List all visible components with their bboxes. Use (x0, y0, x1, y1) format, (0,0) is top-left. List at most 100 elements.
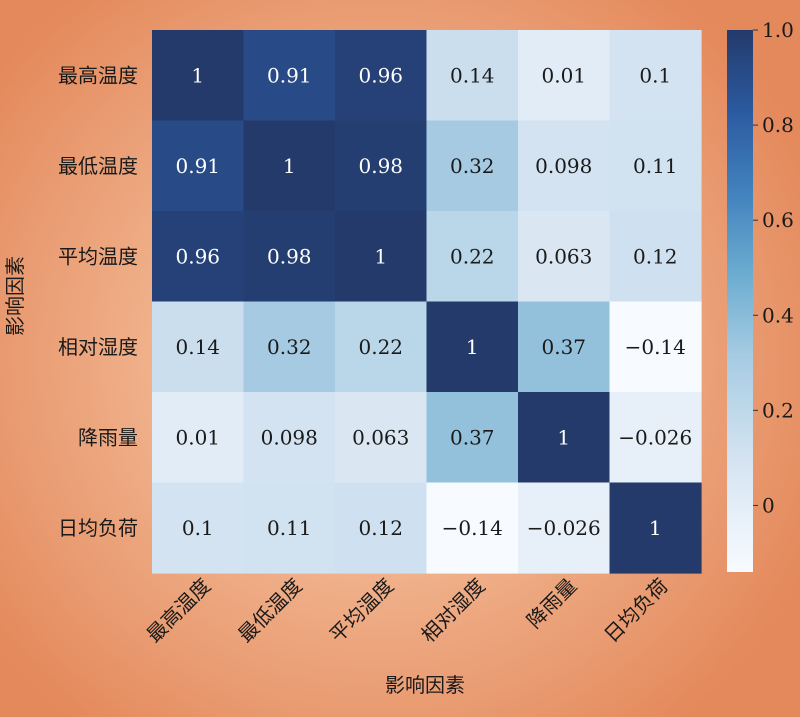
colorbar (727, 30, 753, 572)
cell-value-label: −0.14 (442, 516, 503, 540)
cell-value-label: 0.11 (633, 154, 678, 178)
heatmap-cell (609, 30, 702, 122)
cell-value-label: 0.098 (261, 425, 318, 449)
cell-value-label: 1 (374, 244, 387, 268)
cell-value-label: 0.22 (358, 335, 403, 359)
cell-value-label: 0.063 (535, 244, 592, 268)
x-axis-title: 影响因素 (385, 673, 465, 697)
cell-value-label: 0.32 (267, 335, 312, 359)
heatmap-cell (152, 301, 245, 393)
heatmap-cell (335, 301, 428, 393)
heatmap-cell (152, 211, 245, 303)
x-tick-label: 最高温度 (142, 574, 216, 648)
heatmap-cell (335, 30, 428, 122)
cell-value-label: −0.026 (527, 516, 601, 540)
cell-value-label: 1 (649, 516, 662, 540)
x-tick-label: 平均温度 (325, 574, 399, 648)
cell-value-label: 1 (191, 63, 204, 87)
colorbar-tick-label: 0 (762, 493, 775, 517)
y-tick-label: 日均负荷 (58, 516, 138, 540)
cell-value-label: 0.98 (358, 154, 403, 178)
heatmap-cell (243, 120, 336, 212)
cell-value-label: 0.37 (541, 335, 586, 359)
heatmap-cell (243, 482, 336, 574)
heatmap-cell (609, 482, 702, 574)
x-tick-label: 降雨量 (522, 574, 581, 633)
colorbar-gradient (727, 30, 753, 572)
heatmap-cell (243, 301, 336, 393)
cell-value-label: −0.026 (618, 425, 692, 449)
colorbar-tick-label: 0.4 (762, 303, 794, 327)
cell-value-label: 0.96 (175, 244, 220, 268)
heatmap-cell (335, 120, 428, 212)
cell-value-label: 0.37 (450, 425, 495, 449)
y-tick-label: 最低温度 (58, 154, 138, 178)
cell-value-label: 0.01 (541, 63, 586, 87)
cell-value-label: 0.22 (450, 244, 495, 268)
heatmap-cell (335, 392, 428, 484)
heatmap-cell (426, 211, 519, 303)
heatmap-cell (426, 482, 519, 574)
cell-value-label: 0.11 (267, 516, 312, 540)
cell-value-label: −0.14 (625, 335, 686, 359)
cell-value-label: 0.32 (450, 154, 495, 178)
x-tick-label: 最低温度 (233, 574, 307, 648)
heatmap-cell (518, 211, 611, 303)
x-tick-labels: 最高温度 最低温度 平均温度 相对湿度 降雨量 日均负荷 (142, 574, 673, 648)
cell-value-label: 0.14 (450, 63, 495, 87)
heatmap-cell (426, 120, 519, 212)
heatmap-cell (152, 120, 245, 212)
cell-value-label: 0.1 (639, 63, 671, 87)
heatmap-cell (426, 30, 519, 122)
heatmap-cell (152, 30, 245, 122)
heatmap-cell (609, 211, 702, 303)
cell-value-label: 0.98 (267, 244, 312, 268)
heatmap-cell (243, 30, 336, 122)
colorbar-tick-label: 1.0 (762, 18, 794, 42)
heatmap-cell (518, 120, 611, 212)
x-tick-label: 日均负荷 (599, 574, 673, 648)
cell-value-label: 1 (557, 425, 570, 449)
cell-value-label: 0.12 (633, 244, 678, 268)
y-tick-label: 降雨量 (78, 425, 138, 449)
heatmap-cell (609, 301, 702, 393)
cell-value-label: 0.91 (175, 154, 220, 178)
heatmap-cell (609, 120, 702, 212)
heatmap-cell (243, 211, 336, 303)
colorbar-tick-label: 0.8 (762, 113, 794, 137)
heatmap-cell (518, 482, 611, 574)
heatmap-cell (426, 392, 519, 484)
y-tick-label: 平均温度 (58, 244, 138, 268)
cell-value-label: 0.1 (182, 516, 214, 540)
heatmap-cell (152, 392, 245, 484)
x-tick-label: 相对湿度 (416, 574, 490, 648)
cell-value-label: 0.91 (267, 63, 312, 87)
cell-value-label: 0.01 (175, 425, 220, 449)
heatmap-cell (335, 211, 428, 303)
cell-value-label: 0.098 (535, 154, 592, 178)
heatmap-cells: 1 0.91 0.96 0.14 0.01 0.1 0.91 1 0.98 0.32 0.098 0.… (152, 30, 702, 574)
heatmap-cell (426, 301, 519, 393)
y-tick-label: 最高温度 (58, 63, 138, 87)
cell-value-label: 1 (283, 154, 296, 178)
cell-value-label: 0.14 (175, 335, 220, 359)
cell-value-label: 1 (466, 335, 479, 359)
colorbar-ticks: 0 0.2 0.4 0.6 0.8 1.0 (753, 18, 794, 517)
cell-value-label: 0.96 (358, 63, 403, 87)
cell-value-label: 0.063 (352, 425, 409, 449)
heatmap-cell (152, 482, 245, 574)
heatmap-cell (243, 392, 336, 484)
colorbar-tick-label: 0.2 (762, 398, 794, 422)
colorbar-tick-label: 0.6 (762, 208, 794, 232)
heatmap-cell (518, 30, 611, 122)
heatmap-cell (518, 301, 611, 393)
cell-value-label: 0.12 (358, 516, 403, 540)
y-axis-title: 影响因素 (3, 256, 27, 336)
heatmap-cell (609, 392, 702, 484)
heatmap-cell (335, 482, 428, 574)
heatmap-cell (518, 392, 611, 484)
y-tick-label: 相对湿度 (58, 335, 138, 359)
